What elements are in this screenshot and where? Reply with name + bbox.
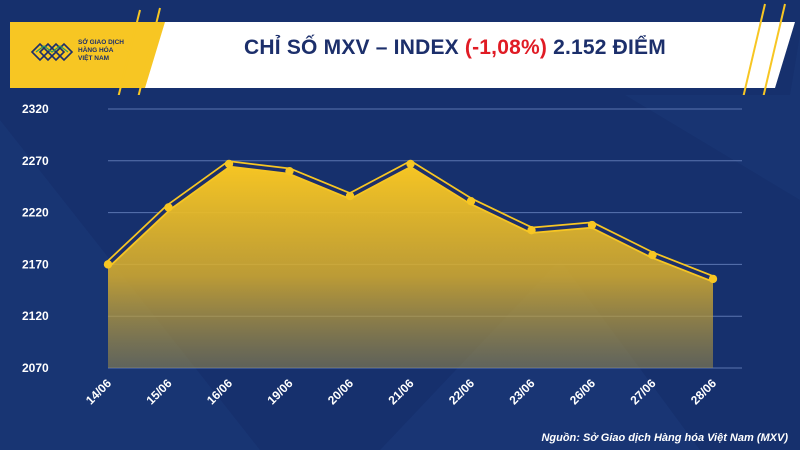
logo-line: HÀNG HÓA	[78, 47, 114, 54]
x-tick-label: 26/06	[567, 376, 598, 407]
title-panel	[145, 22, 795, 88]
y-tick-label: 2170	[22, 257, 49, 271]
source-note: Nguồn: Sở Giao dịch Hàng hóa Việt Nam (M…	[541, 432, 788, 444]
data-point	[103, 260, 113, 269]
accent-stripe	[117, 9, 141, 95]
x-tick-label: 22/06	[446, 376, 477, 407]
x-tick-label: 20/06	[325, 376, 356, 407]
chart-title: CHỈ SỐ MXV – INDEX (-1,08%) 2.152 ĐIỂM	[175, 36, 735, 60]
x-tick-label: 28/06	[688, 376, 719, 407]
y-tick-label: 2120	[22, 309, 49, 323]
title-change: (-1,08%)	[464, 36, 548, 59]
logo-line: VIỆT NAM	[78, 55, 110, 62]
data-point	[285, 166, 294, 176]
area-fill	[108, 163, 713, 368]
data-point	[708, 274, 718, 284]
logo-panel	[10, 22, 170, 88]
x-tick-label: 21/06	[385, 376, 416, 407]
logo-text: SỞ GIAO DỊCH HÀNG HÓA VIỆT NAM	[78, 39, 138, 63]
mxv-logo	[30, 42, 74, 62]
x-tick-label: 15/06	[143, 376, 174, 407]
data-point	[648, 250, 657, 260]
x-tick-label: 23/06	[506, 376, 537, 407]
y-tick-label: 2320	[22, 102, 49, 116]
accent-stripe	[742, 3, 766, 95]
data-point	[164, 203, 173, 212]
title-prefix: CHỈ SỐ MXV – INDEX	[244, 36, 465, 59]
data-point	[466, 197, 476, 206]
data-point	[345, 191, 355, 201]
x-tick-label: 19/06	[264, 376, 295, 407]
logo-line: SỞ GIAO DỊCH	[78, 39, 124, 46]
accent-stripe	[137, 7, 161, 95]
x-tick-label: 16/06	[204, 376, 235, 407]
data-point	[224, 159, 234, 169]
data-point	[527, 226, 536, 235]
x-tick-label: 27/06	[627, 376, 658, 407]
accent-stripe	[762, 3, 786, 95]
data-point	[406, 159, 415, 169]
y-tick-label: 2270	[22, 154, 49, 168]
y-tick-label: 2220	[22, 206, 49, 220]
title-suffix: 2.152 ĐIỂM	[547, 36, 666, 59]
data-point	[587, 220, 597, 230]
header-banner	[0, 0, 800, 95]
y-tick-label: 2070	[22, 361, 49, 375]
x-tick-label: 14/06	[83, 376, 114, 407]
